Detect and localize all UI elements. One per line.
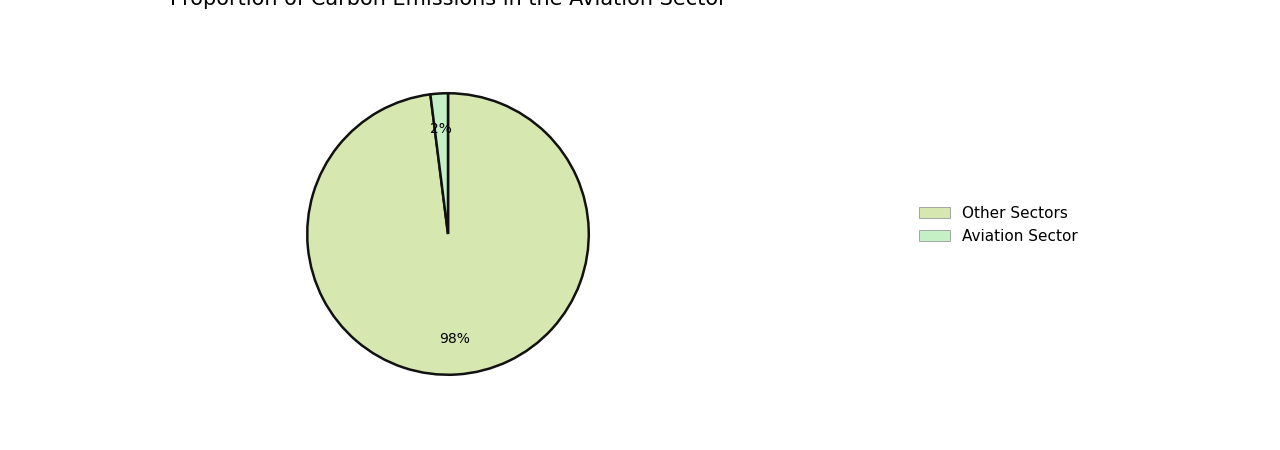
Wedge shape	[307, 93, 589, 375]
Wedge shape	[430, 93, 448, 234]
Text: 98%: 98%	[439, 333, 470, 346]
Title: Proportion of Carbon Emissions in the Aviation Sector: Proportion of Carbon Emissions in the Av…	[170, 0, 726, 9]
Legend: Other Sectors, Aviation Sector: Other Sectors, Aviation Sector	[913, 200, 1084, 250]
Text: 2%: 2%	[430, 122, 452, 135]
